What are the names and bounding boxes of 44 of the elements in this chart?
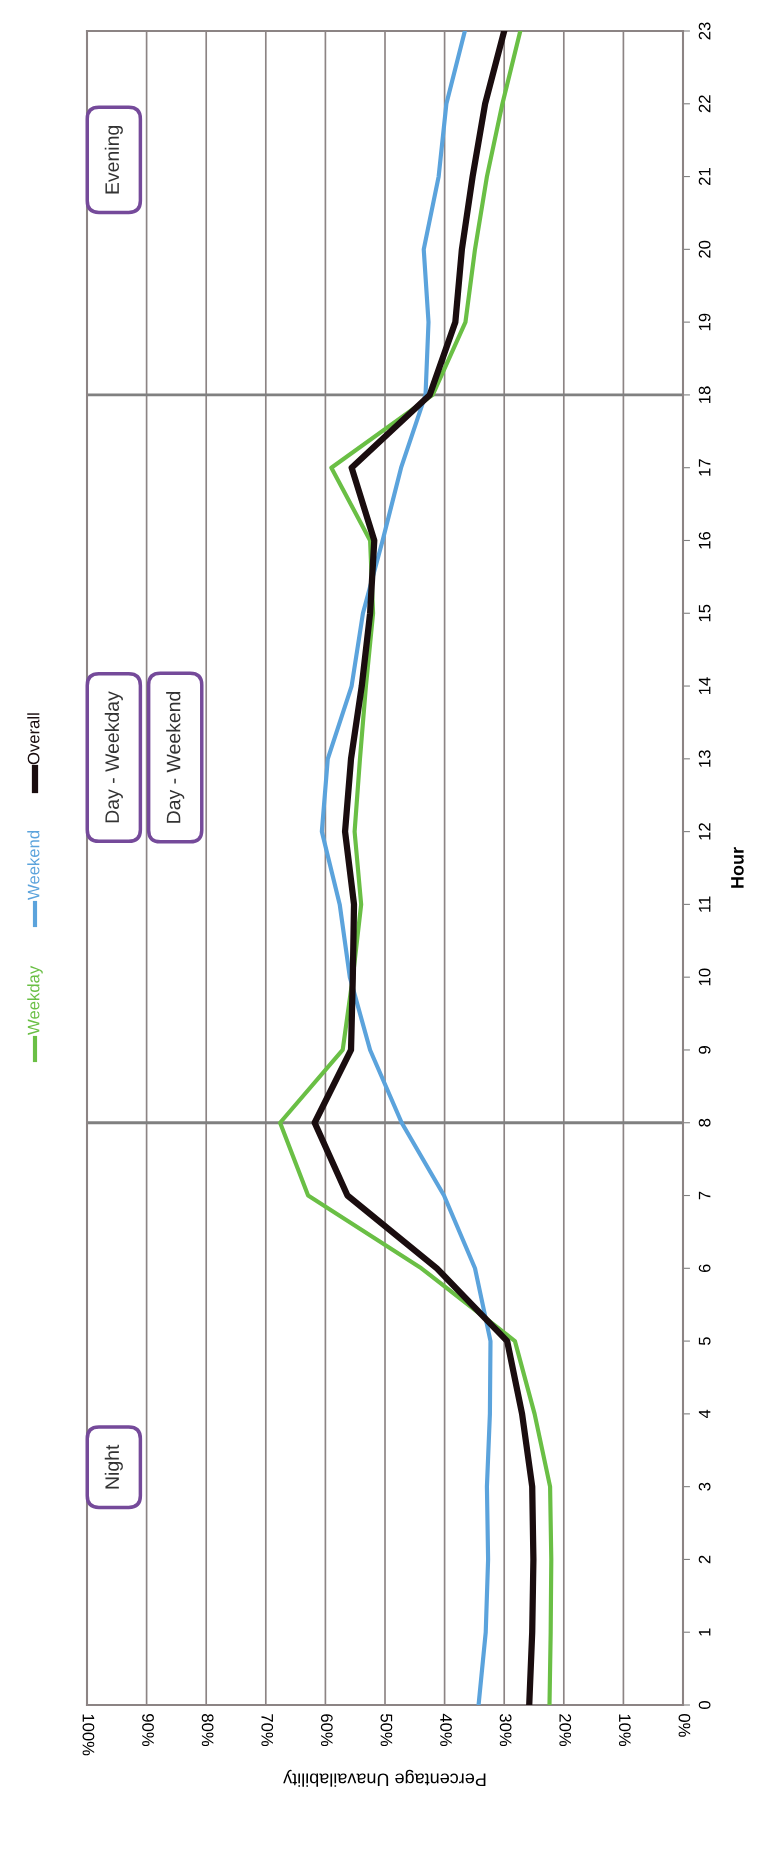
annotation: Day - Weekend [166, 691, 185, 823]
x-tick-label: 30% [499, 1713, 512, 1747]
x-tick-label: 80% [201, 1714, 214, 1747]
annotation: Night [104, 1444, 123, 1489]
y-tick-label: 6 [698, 1264, 711, 1273]
y-tick-label: 21 [698, 168, 711, 185]
y-tick-label: 0 [698, 1701, 711, 1709]
y-tick-label: 18 [698, 386, 711, 403]
y-tick-label: 5 [698, 1337, 711, 1346]
x-tick-label: 60% [320, 1714, 333, 1747]
x-tick-label: 0% [678, 1713, 691, 1737]
y-tick-label: 23 [698, 22, 711, 40]
x-tick-label: 100% [82, 1714, 95, 1756]
y-tick-label: 19 [698, 313, 711, 331]
x-tick-label: 10% [618, 1714, 631, 1747]
y-tick-label: 3 [698, 1482, 711, 1491]
x-tick-label: 70% [261, 1714, 274, 1747]
y-tick-label: 22 [698, 95, 711, 113]
y-axis-title: Hour [731, 847, 744, 888]
text: Weekend [27, 830, 40, 900]
y-tick-label: 20 [698, 240, 711, 258]
y-tick-label: 13 [698, 750, 711, 767]
x-tick-label: 40% [440, 1713, 452, 1747]
y-tick-label: 14 [698, 677, 711, 695]
x-tick-label: 90% [142, 1714, 154, 1747]
text: Overall [27, 713, 40, 765]
y-tick-label: 4 [698, 1409, 711, 1419]
y-tick-label: 15 [698, 604, 711, 622]
annotation: Evening [104, 126, 123, 194]
y-tick-label: 1 [698, 1628, 711, 1636]
x-tick-label: 20% [559, 1714, 572, 1747]
text: Weekday [27, 965, 43, 1035]
y-tick-label: 12 [698, 823, 711, 840]
y-tick-label: 8 [698, 1118, 711, 1127]
y-tick-label: 7 [698, 1191, 711, 1200]
y-tick-label: 9 [698, 1046, 711, 1054]
annotation: Day - Weekday [104, 691, 123, 823]
y-tick-label: 11 [698, 896, 711, 912]
y-tick-label: 16 [698, 531, 711, 549]
y-tick-label: 17 [698, 459, 711, 476]
x-tick-label: 50% [380, 1714, 393, 1747]
y-tick-label: 10 [698, 968, 711, 986]
x-axis-title: Percentage Unavailability [283, 1769, 486, 1787]
y-tick-label: 2 [698, 1555, 711, 1564]
